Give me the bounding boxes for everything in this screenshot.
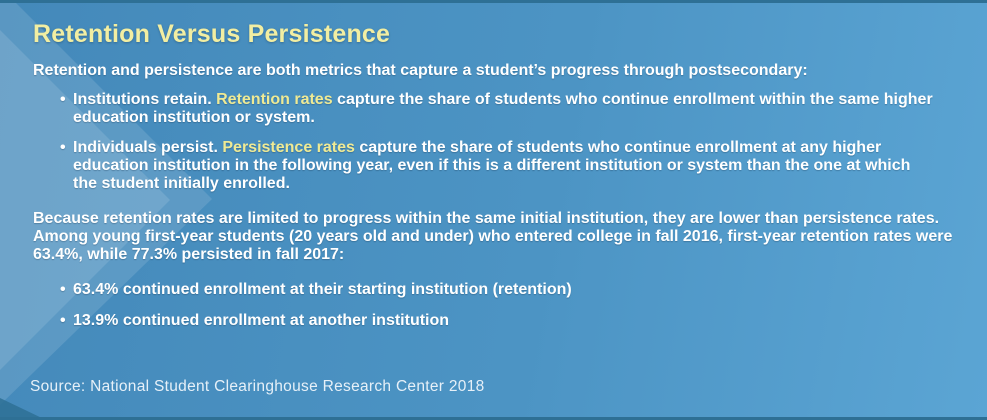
chevron-shape-inner [0,30,170,370]
bullet-text-retention-stat: 63.4% continued enrollment at their star… [73,281,572,299]
slide-title: Retention Versus Persistence [33,20,391,48]
bullet-item-retention-stat: • 63.4% continued enrollment at their st… [33,281,955,299]
bullet-text-persistence: Individuals persist. Persistence rates c… [73,139,933,193]
comparison-paragraph: Because retention rates are limited to p… [33,210,953,264]
bullet-marker: • [60,311,66,329]
bullet-retention-rest: capture the share of students who contin… [73,90,933,126]
slide-content: Retention Versus Persistence Retention a… [33,20,955,329]
statistics-bullet-list: • 63.4% continued enrollment at their st… [33,281,955,329]
bullet-item-transfer-stat: • 13.9% continued enrollment at another … [33,312,955,330]
bullet-item-retention: • Institutions retain. Retention rates c… [33,91,955,127]
chevron-shape-outer [0,0,212,405]
bullet-marker: • [60,138,66,156]
bullet-marker: • [60,281,66,299]
bullet-persistence-highlight: Persistence rates [222,138,355,156]
bullet-persistence-rest: capture the share of students who contin… [73,138,911,193]
bullet-text-retention: Institutions retain. Retention rates cap… [73,91,933,127]
top-edge-bar [0,0,987,3]
bullet-retention-prefix: Institutions retain. [73,90,217,108]
intro-paragraph: Retention and persistence are both metri… [33,61,808,79]
bullet-item-persistence: • Individuals persist. Persistence rates… [33,139,955,193]
bullet-marker: • [60,90,66,108]
bottom-edge-bar [0,417,987,420]
bullet-persistence-prefix: Individuals persist. [73,138,223,156]
definition-bullet-list: • Institutions retain. Retention rates c… [33,91,955,193]
source-attribution: Source: National Student Clearinghouse R… [30,378,485,395]
corner-triangle [0,398,46,420]
bullet-text-transfer-stat: 13.9% continued enrollment at another in… [73,311,450,329]
bullet-retention-highlight: Retention rates [216,90,333,108]
